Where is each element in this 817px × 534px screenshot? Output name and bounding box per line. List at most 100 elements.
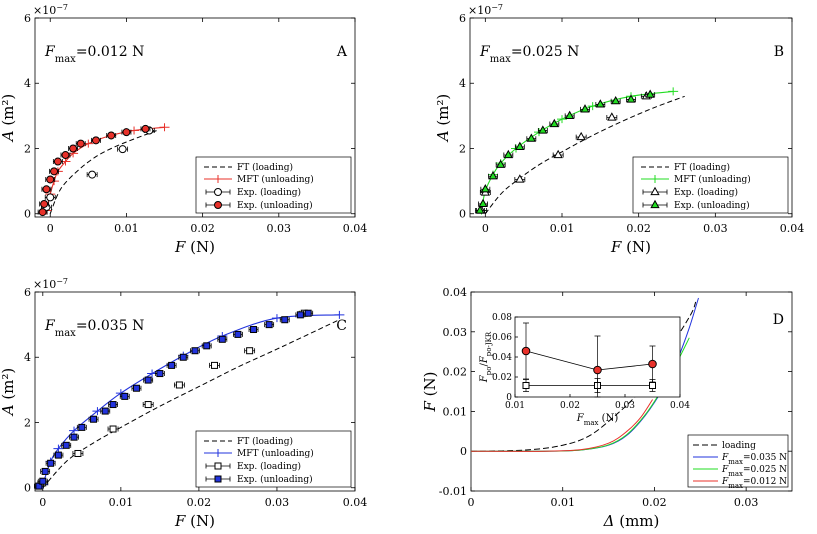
inset-y-tick-label: 0 [506, 393, 512, 403]
y-tick-label: 0.03 [443, 326, 468, 339]
exp-unloading-point [281, 316, 289, 324]
panel-fmax-label: Fmax=0.025 N [479, 44, 579, 65]
legend-box [195, 156, 352, 214]
exp-loading-point [246, 347, 254, 355]
exp-unloading-point [478, 198, 488, 208]
exp-unloading-point [122, 128, 131, 137]
y-axis-label: A (m²) [0, 368, 17, 418]
legend-entry: Fmax=0.025 N [721, 465, 787, 478]
mft-unloading-point [334, 310, 345, 319]
exp-unloading-point [38, 208, 47, 217]
exp-unloading-point [179, 353, 187, 361]
y-axis-label: F (N) [421, 371, 439, 412]
inset-y-tick-label: 0.02 [492, 373, 512, 383]
exp-unloading-point [265, 321, 273, 329]
mft-unloading-point [668, 87, 679, 96]
exp-unloading-point [515, 141, 525, 150]
legend-entry: Exp. (unloading) [674, 200, 750, 211]
exp-unloading-point [90, 415, 98, 423]
legend-entry: Exp. (unloading) [237, 474, 313, 485]
exp-unloading-point [132, 384, 140, 392]
x-tick-label: 0.01 [114, 222, 139, 235]
y-tick-label: 0.04 [443, 286, 468, 299]
x-tick-label: 0.01 [109, 496, 134, 509]
x-tick-label: 0.02 [626, 222, 651, 235]
legend-entry: loading [722, 441, 756, 451]
y-tick-label: 6 [24, 12, 31, 25]
legend-box [195, 430, 352, 488]
legend-exp-loading-marker [650, 186, 660, 196]
exp-loading-point [553, 149, 563, 159]
ft-loading-curve [484, 95, 685, 215]
exp-unloading-point [304, 309, 312, 317]
panel-fmax-label: Fmax=0.035 N [44, 318, 144, 339]
y-tick-label: 2 [24, 416, 31, 429]
x-tick-label: 0 [39, 496, 46, 509]
exp-unloading-point [42, 185, 51, 194]
exp-loading-point [144, 401, 152, 409]
exp-unloading-point [626, 94, 636, 103]
inset-open-point [649, 382, 656, 389]
y-tick-label: 6 [459, 12, 466, 25]
y-tick-label: 2 [459, 142, 466, 155]
x-tick-label: 0 [482, 222, 489, 235]
y-tick-label: 0 [460, 445, 467, 458]
legend-entry: MFT (unloading) [674, 174, 751, 185]
exp-unloading-point [218, 335, 226, 343]
exp-loading-point [74, 449, 82, 457]
exp-unloading-point [141, 124, 150, 133]
panel-b: 0 0.01 0.02 0.03 0.04 0 2 4 6 F (N) A (m²) ×10−7 Fma… [434, 3, 804, 257]
panel-a: 0 0.01 0.02 0.03 0.04 0 2 4 6 F (N) A (m²) ×10−7 Fma… [0, 3, 367, 257]
y-axis-label: A (m²) [434, 94, 452, 144]
panel-letter: D [773, 312, 784, 328]
exp-unloading-point [234, 330, 242, 338]
exp-unloading-point [565, 110, 575, 119]
exp-unloading-point [496, 159, 506, 168]
x-axis-label: F (N) [174, 238, 215, 256]
plot-frame [34, 291, 356, 492]
legend-entry: Exp. (loading) [237, 461, 301, 472]
exp-unloading-point [296, 311, 304, 319]
exp-unloading-point [47, 459, 55, 467]
legend-exp-unloading-marker [214, 475, 222, 483]
x-tick-label: 0.03 [267, 222, 292, 235]
exp-unloading-point [203, 342, 211, 350]
exp-loading-point [515, 174, 525, 183]
panel-letter: B [774, 44, 784, 60]
inset-x-tick-label: 0.03 [615, 401, 635, 411]
exp-unloading-point [549, 118, 559, 128]
mft-unloading-point [159, 123, 170, 132]
x-tick-label: 0 [47, 222, 54, 235]
exp-unloading-point [54, 451, 62, 459]
x-axis-label: F (N) [610, 238, 651, 256]
mft-unloading-curve [45, 126, 165, 211]
legend-exp-unloading-marker [650, 199, 660, 209]
exp-unloading-point [538, 125, 548, 134]
exp-unloading-point [526, 133, 536, 142]
exp-unloading-point [50, 167, 59, 176]
x-tick-label: 0.04 [780, 222, 805, 235]
exp-unloading-point [107, 131, 116, 140]
y-exponent-label: ×10−7 [468, 3, 503, 18]
y-tick-label: 0 [459, 208, 466, 221]
exp-unloading-point [101, 407, 109, 415]
x-tick-label: 0.03 [265, 496, 290, 509]
legend-box [632, 156, 789, 214]
exp-unloading-point [91, 136, 100, 145]
legend-mft-marker [650, 175, 660, 183]
plot-frame [469, 17, 793, 218]
exp-unloading-point [475, 205, 485, 214]
y-tick-label: 0 [24, 208, 31, 221]
ft-loading-curve [49, 130, 158, 214]
x-tick-label: 0.02 [642, 496, 667, 509]
y-tick-label: 0.02 [443, 366, 468, 379]
exp-unloading-point [69, 144, 78, 153]
series-line [470, 399, 654, 452]
panel-letter: A [336, 44, 348, 60]
x-tick-label: 0.04 [343, 496, 368, 509]
inset-y-tick-label: 0.04 [492, 353, 512, 363]
y-tick-label: 2 [24, 142, 31, 155]
exp-unloading-point [250, 326, 258, 334]
legend-entry: FT (loading) [674, 162, 730, 173]
